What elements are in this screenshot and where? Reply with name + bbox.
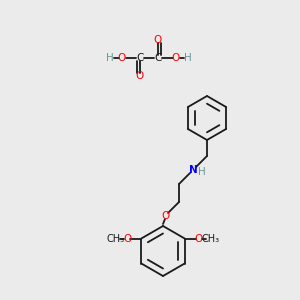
Text: O: O [161, 211, 169, 221]
Text: O: O [123, 233, 131, 244]
Text: O: O [194, 233, 203, 244]
Text: O: O [136, 71, 144, 81]
Text: N: N [189, 165, 197, 175]
Text: O: O [172, 53, 180, 63]
Text: CH₃: CH₃ [202, 233, 220, 244]
Text: O: O [118, 53, 126, 63]
Text: H: H [106, 53, 114, 63]
Text: O: O [154, 35, 162, 45]
Text: C: C [136, 53, 144, 63]
Text: C: C [154, 53, 162, 63]
Text: CH₃: CH₃ [106, 233, 124, 244]
Text: H: H [184, 53, 192, 63]
Text: H: H [198, 167, 206, 177]
